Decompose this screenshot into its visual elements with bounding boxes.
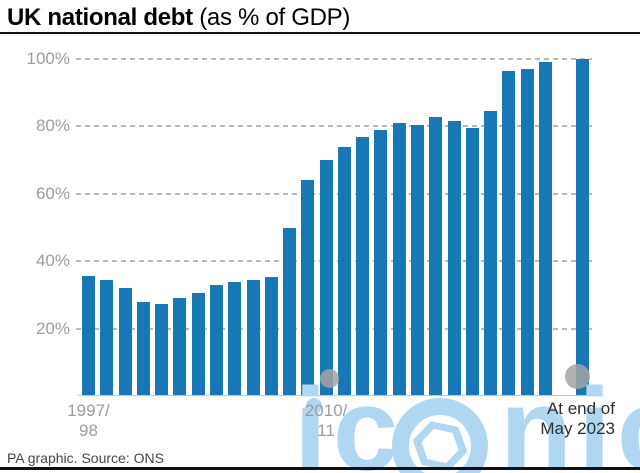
bar-2014-15 xyxy=(392,123,406,395)
bar-2004-05 xyxy=(209,285,223,395)
gridline-20 xyxy=(76,327,592,330)
bar-2017-18 xyxy=(447,121,461,395)
y-axis-label-80: 80% xyxy=(35,116,70,136)
watermark-o-ring xyxy=(392,398,488,473)
bar-2008-09 xyxy=(283,227,297,395)
bar-2019-20 xyxy=(484,111,498,395)
gridline-60 xyxy=(76,192,592,195)
bar-2018-19 xyxy=(465,128,479,395)
chart-title-subtitle: (as % of GDP) xyxy=(192,4,351,31)
bar-1997-98 xyxy=(82,276,95,395)
bar-2001-02 xyxy=(155,303,169,395)
y-axis-label-40: 40% xyxy=(35,251,70,271)
watermark-hexagon-inner xyxy=(418,424,463,467)
bar-2007-08 xyxy=(264,277,278,395)
gridline-80 xyxy=(76,125,592,128)
footer-divider-rule xyxy=(0,467,640,470)
bar-1999-2000 xyxy=(118,287,132,395)
bar-2021-22 xyxy=(520,69,534,395)
bar-2002-03 xyxy=(173,298,187,395)
bar-1998-99 xyxy=(100,279,114,395)
x-axis-label-13: 2010/ 11 xyxy=(304,401,348,440)
header-divider-rule xyxy=(0,32,640,34)
gridline-40 xyxy=(76,260,592,263)
source-credit: PA graphic. Source: ONS xyxy=(7,450,164,466)
bar-2012-13 xyxy=(356,136,370,395)
bar-2013-14 xyxy=(374,130,388,395)
bar-2015-16 xyxy=(411,124,425,395)
y-axis-label-20: 20% xyxy=(35,318,70,338)
x-axis-line xyxy=(78,394,592,397)
y-axis-label-100: 100% xyxy=(26,49,70,68)
bar-2009-10 xyxy=(301,180,315,395)
y-axis-label-60: 60% xyxy=(35,183,70,203)
bar-2011-12 xyxy=(337,147,351,395)
bar-2010-11 xyxy=(319,160,333,395)
bar-2000-01 xyxy=(136,301,150,395)
chart-title: UK national debt (as % of GDP) xyxy=(7,4,350,32)
bar-2016-17 xyxy=(429,116,443,395)
bar-2020-21 xyxy=(502,70,516,395)
x-axis-label-0: 1997/ 98 xyxy=(67,401,110,440)
bar-2022-23 xyxy=(539,61,552,395)
watermark-hexagon-icon xyxy=(407,415,473,473)
bar-2005-06 xyxy=(228,282,242,395)
bar-at-end-of-may-2023 xyxy=(575,58,589,395)
gridline-100 xyxy=(76,58,592,60)
x-axis-label-26: At end of May 2023 xyxy=(540,399,615,438)
bar-2006-07 xyxy=(246,279,260,395)
chart-title-bold: UK national debt xyxy=(7,4,193,31)
bar-2003-04 xyxy=(191,292,205,395)
